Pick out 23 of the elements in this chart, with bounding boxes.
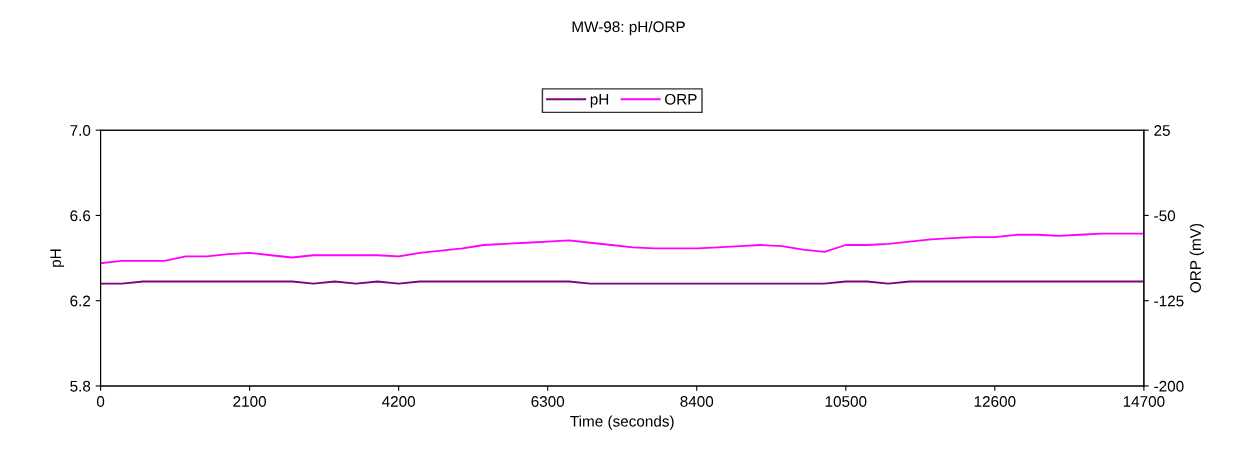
y2-tick-label: -200 [1154, 380, 1184, 392]
x-tick-label: 0 [96, 396, 105, 407]
y2-tick-label: -125 [1154, 295, 1184, 307]
x-tick-label: 12600 [974, 396, 1016, 407]
y-tick-label: 5.8 [70, 380, 91, 392]
x-tick-label: 6300 [531, 396, 565, 407]
x-tick-label: 8400 [680, 396, 714, 407]
x-axis-title: Time (seconds) [570, 415, 674, 430]
y2-tick-label: 25 [1154, 125, 1170, 136]
y2-axis-title: ORP (mV) [1189, 223, 1204, 293]
line-series [100, 232, 1144, 265]
x-tick-label: 10500 [825, 396, 867, 407]
y-tick-label: 7.0 [70, 125, 91, 136]
x-tick-label: 14700 [1123, 396, 1165, 407]
y-tick-label: 6.6 [70, 210, 91, 222]
y-axis-title: pH [50, 249, 65, 267]
legend-label: pH [590, 94, 609, 108]
y-tick-label: 6.2 [70, 295, 91, 307]
x-tick-label: 2100 [233, 396, 266, 407]
y2-tick-label: -50 [1154, 210, 1176, 222]
x-tick-label: 4200 [382, 396, 416, 407]
legend-label: ORP [665, 93, 697, 105]
chart-title: MW-98: pH/ORP [572, 20, 685, 36]
